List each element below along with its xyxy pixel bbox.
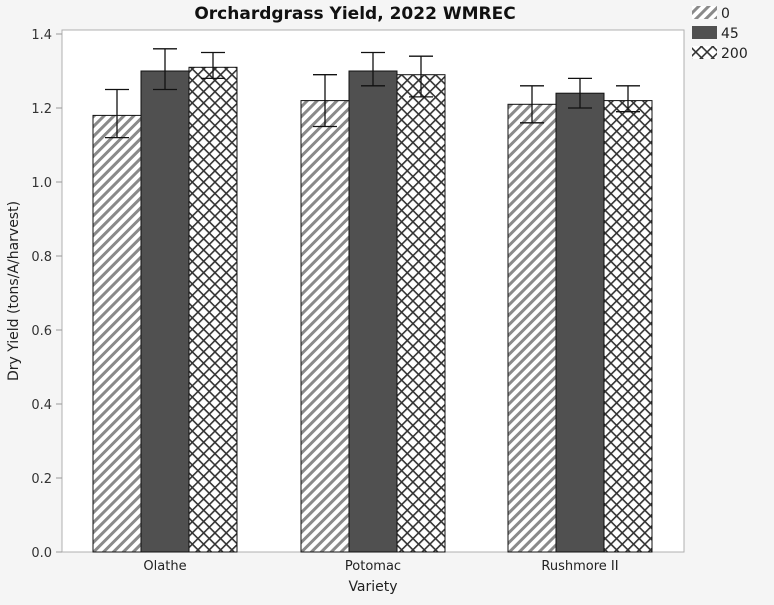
error-bar — [568, 77, 592, 109]
y-tick-label: 1.4 — [31, 28, 52, 43]
y-tick-label: 1.0 — [31, 176, 52, 191]
error-bar — [616, 85, 640, 113]
x-tick-label: Olathe — [143, 559, 186, 574]
y-tick-label: 0.6 — [31, 324, 52, 339]
error-bar — [153, 48, 177, 91]
y-axis: 0.0 0.2 0.4 0.6 0.8 1.0 1.2 1.4 — [31, 28, 62, 561]
y-axis-label: Dry Yield (tons/A/harvest) — [6, 201, 22, 381]
error-bar — [409, 55, 433, 98]
y-tick-label: 0.2 — [31, 472, 52, 487]
bar-rushmore-ii-0 — [507, 103, 557, 553]
bar-rushmore-ii-45 — [555, 92, 605, 553]
legend: 0 45 200 — [692, 6, 748, 62]
legend-swatch-0 — [692, 6, 717, 19]
error-bar — [361, 51, 385, 87]
x-tick-label: Rushmore II — [541, 559, 618, 574]
legend-label: 0 — [721, 6, 730, 22]
bar-rushmore-ii-200 — [603, 100, 653, 553]
chart-title: Orchardgrass Yield, 2022 WMREC — [194, 4, 516, 24]
legend-swatch-200 — [692, 46, 717, 59]
legend-swatch-45 — [692, 26, 717, 39]
bar-olathe-200 — [188, 66, 238, 553]
bar-olathe-0 — [92, 114, 142, 553]
error-bar — [201, 51, 225, 80]
legend-label: 200 — [721, 46, 748, 62]
error-bar — [520, 85, 544, 124]
y-tick-label: 1.2 — [31, 102, 52, 117]
x-axis-label: Variety — [348, 579, 397, 595]
bar-potomac-0 — [300, 100, 350, 553]
y-tick-label: 0.8 — [31, 250, 52, 265]
y-tick-label: 0.0 — [31, 546, 52, 561]
legend-label: 45 — [721, 26, 739, 42]
bar-potomac-200 — [396, 74, 446, 553]
y-tick-label: 0.4 — [31, 398, 52, 413]
x-tick-label: Potomac — [345, 559, 401, 574]
bars — [92, 48, 653, 553]
bar-potomac-45 — [348, 70, 398, 553]
x-axis: Olathe Potomac Rushmore II — [143, 559, 618, 574]
error-bar — [105, 88, 129, 139]
error-bar — [313, 74, 337, 128]
bar-olathe-45 — [140, 70, 190, 553]
